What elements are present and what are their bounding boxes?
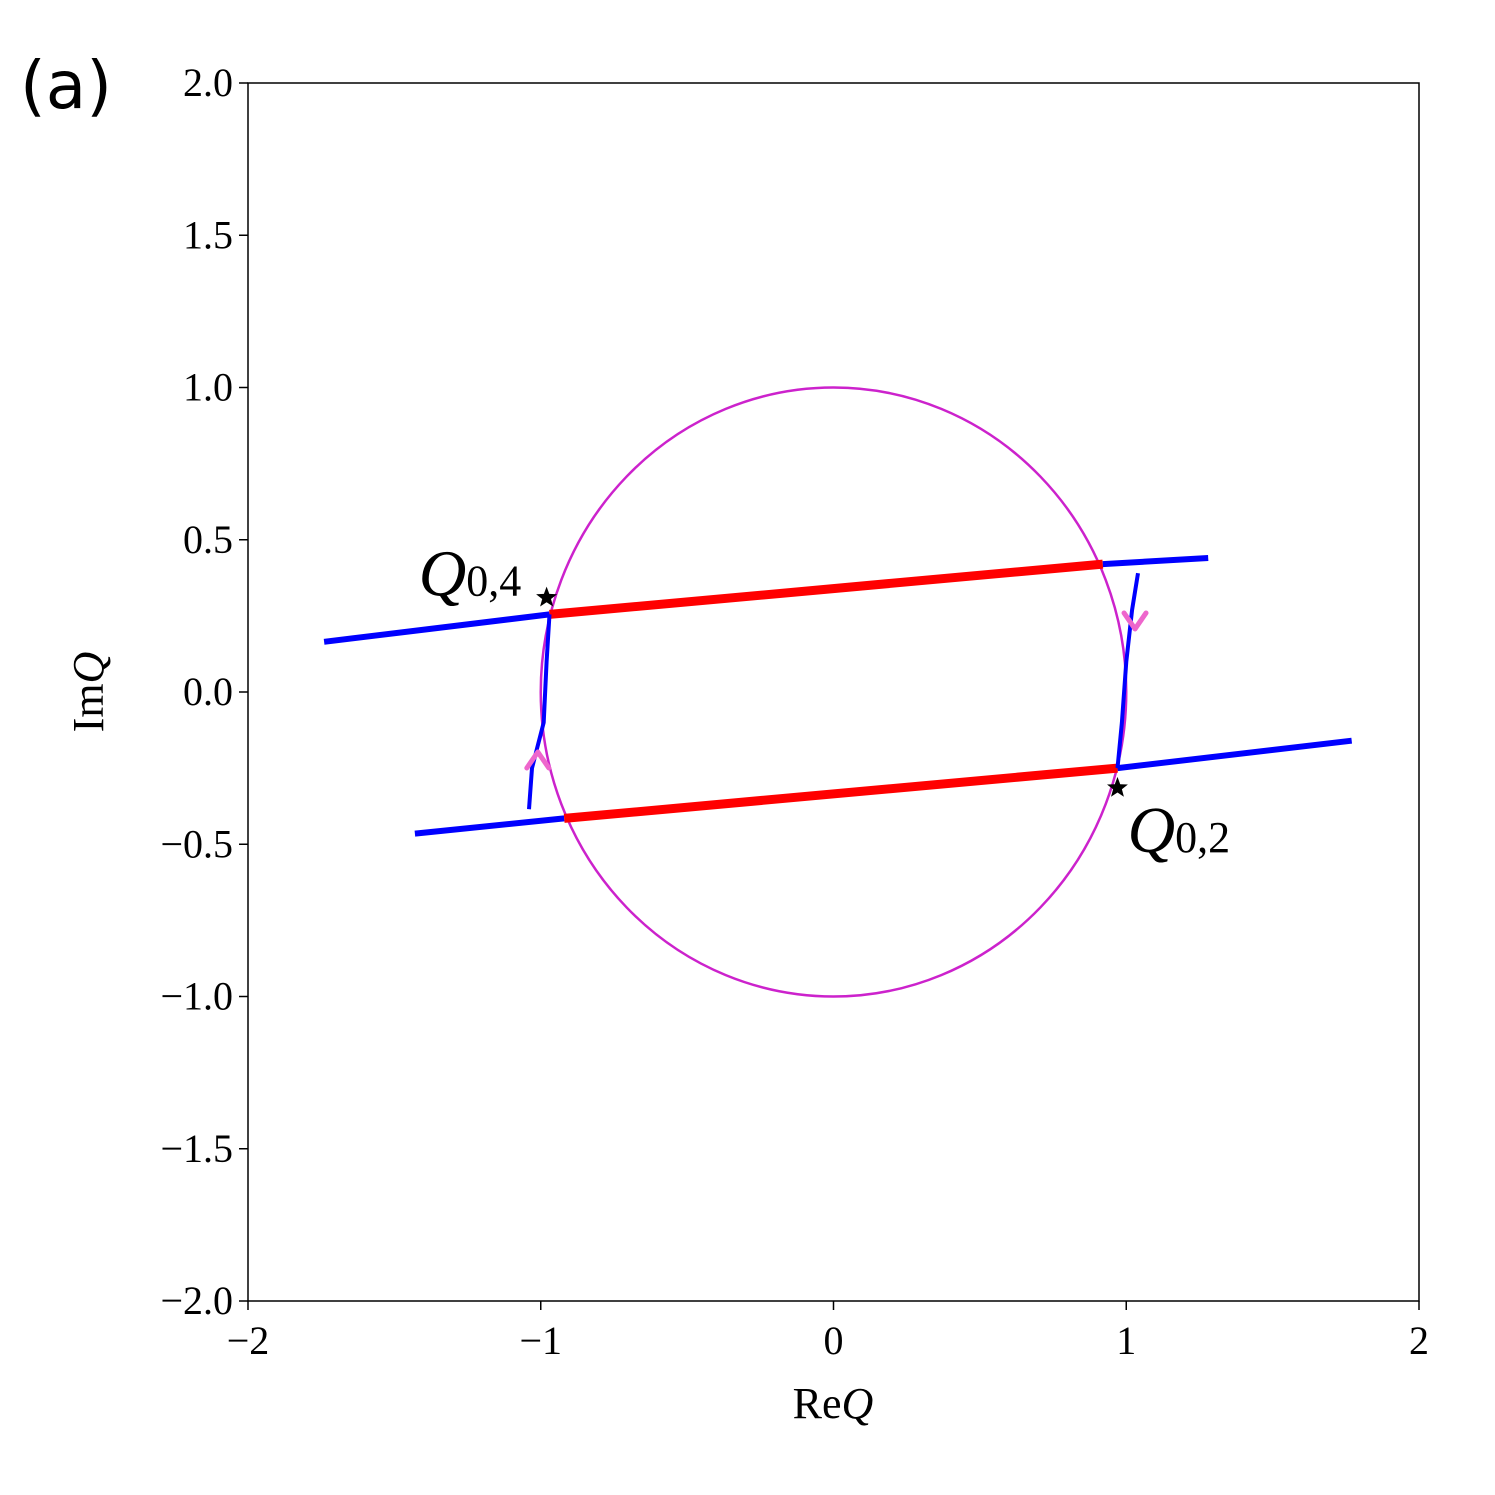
point-label-sub: 0,4 bbox=[466, 557, 521, 606]
series-line-3 bbox=[1102, 555, 1209, 568]
series-line-5 bbox=[563, 763, 1118, 823]
x-axis-label: ReQ bbox=[793, 1379, 874, 1428]
y-tick-label: 1.5 bbox=[183, 212, 233, 257]
direction-arrow-down bbox=[1121, 610, 1149, 632]
series-line-2 bbox=[549, 559, 1104, 619]
series-line-4 bbox=[414, 815, 565, 837]
y-tick-label: −0.5 bbox=[160, 821, 233, 866]
point-label-base: Q bbox=[1127, 794, 1175, 867]
plot-frame bbox=[247, 82, 1420, 1302]
y-tick-label: −2.0 bbox=[160, 1278, 233, 1323]
y-tick-label: −1.5 bbox=[160, 1126, 233, 1171]
point-label-sub: 0,2 bbox=[1175, 813, 1230, 862]
series-line-1 bbox=[323, 611, 550, 645]
y-tick-label: 2.0 bbox=[183, 60, 233, 105]
plot-area: Q0,4Q0,2 bbox=[323, 386, 1353, 998]
x-axis-label-prefix: Re bbox=[793, 1379, 842, 1428]
axis-ticks: −2 −1 0 1 2 2.0 1.5 1.0 0.5 0.0 −0.5 −1.0 −1.5 −2.0 bbox=[160, 60, 1429, 1363]
y-axis-label-var: Q bbox=[64, 652, 113, 684]
point-label: Q0,4 bbox=[419, 538, 522, 611]
direction-arrow-up bbox=[524, 749, 552, 771]
unit-circle bbox=[539, 386, 1128, 998]
y-axis-label: ImQ bbox=[64, 652, 113, 733]
x-axis-label-var: Q bbox=[842, 1379, 874, 1428]
x-tick-label: 2 bbox=[1409, 1318, 1429, 1363]
y-axis-label-prefix: Im bbox=[64, 683, 113, 732]
series-line-7 bbox=[527, 614, 552, 810]
point-label: Q0,2 bbox=[1127, 794, 1230, 867]
y-tick-label: 1.0 bbox=[183, 365, 233, 410]
star-marker bbox=[536, 586, 558, 607]
x-tick-label: 1 bbox=[1116, 1318, 1136, 1363]
star-marker bbox=[1107, 776, 1128, 797]
series-line-8 bbox=[1115, 572, 1140, 769]
point-label-base: Q bbox=[419, 538, 467, 611]
panel-label: (a) bbox=[20, 47, 112, 124]
x-tick-label: 0 bbox=[824, 1318, 844, 1363]
y-tick-label: −1.0 bbox=[160, 974, 233, 1019]
y-tick-label: 0.5 bbox=[183, 517, 233, 562]
x-tick-label: −1 bbox=[519, 1318, 562, 1363]
x-tick-label: −2 bbox=[227, 1318, 270, 1363]
series-line-6 bbox=[1117, 737, 1353, 772]
y-tick-label: 0.0 bbox=[183, 669, 233, 714]
